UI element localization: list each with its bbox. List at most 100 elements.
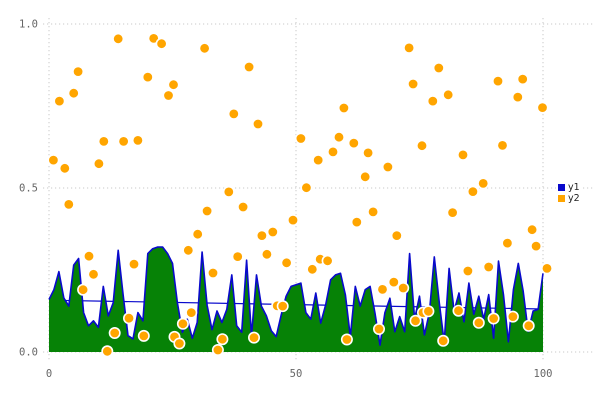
area-top-edge	[48, 246, 544, 346]
scatter-point	[201, 205, 214, 218]
scatter-point	[403, 41, 416, 54]
scatter-point	[466, 185, 479, 198]
scatter-point	[372, 322, 385, 335]
scatter-point	[131, 134, 144, 147]
scatter-point	[326, 145, 339, 158]
scatter-point	[123, 312, 136, 325]
scatter-point	[141, 71, 154, 84]
scatter-point	[426, 95, 439, 108]
scatter-point	[112, 32, 125, 45]
scatter-point	[362, 146, 375, 159]
scatter-point	[332, 131, 345, 144]
scatter-point	[442, 88, 455, 101]
scatter-point	[176, 317, 189, 330]
y-tick-label: 0.5	[19, 183, 38, 195]
scatter-point	[376, 283, 389, 296]
scatter-point	[337, 102, 350, 115]
x-tick-label: 50	[290, 368, 303, 380]
scatter-point	[397, 281, 410, 294]
scatter-point	[312, 154, 325, 167]
scatter-point	[222, 185, 235, 198]
scatter-point	[359, 170, 372, 183]
scatter-point	[446, 206, 459, 219]
x-tick-label: 100	[534, 368, 553, 380]
scatter-point	[237, 201, 250, 214]
scatter-point	[266, 226, 279, 239]
scatter-point	[47, 154, 60, 167]
scatter-point	[255, 229, 268, 242]
scatter-point	[340, 333, 353, 346]
scatter-point	[540, 262, 553, 275]
scatter-point	[530, 240, 543, 253]
scatter-point	[185, 306, 198, 319]
scatter-point	[286, 214, 299, 227]
scatter-point	[276, 300, 289, 313]
scatter-point	[415, 139, 428, 152]
scatter-point	[511, 91, 524, 104]
scatter-point	[432, 61, 445, 74]
scatter-point	[101, 345, 114, 358]
legend-item-y2: y2	[558, 193, 580, 204]
scatter-point	[108, 326, 121, 339]
scatter-point	[526, 223, 539, 236]
scatter-point	[231, 250, 244, 263]
scatter-point	[83, 250, 96, 263]
y-tick-label: 1.0	[19, 19, 38, 31]
scatter-point	[422, 305, 435, 318]
scatter-point	[77, 283, 90, 296]
scatter-point	[211, 343, 224, 356]
scatter-point	[516, 73, 529, 86]
scatter-point	[487, 312, 500, 325]
scatter-point	[496, 139, 509, 152]
scatter-point	[248, 331, 261, 344]
scatter-point	[155, 37, 168, 50]
scatter-point	[536, 101, 549, 114]
scatter-point	[294, 132, 307, 145]
scatter-point	[456, 148, 469, 161]
y2-scatter-series	[47, 32, 553, 358]
scatter-point	[260, 248, 273, 261]
scatter-point	[207, 266, 220, 279]
y-tick-label: 0.0	[19, 347, 38, 359]
scatter-point	[306, 263, 319, 276]
scatter-point	[227, 107, 240, 120]
scatter-point	[407, 78, 420, 91]
scatter-point	[216, 333, 229, 346]
legend-swatch-y2	[558, 195, 565, 202]
tick-labels: 0.0 0.5 1.0 0 50 100	[19, 19, 552, 381]
scatter-point	[461, 264, 474, 277]
scatter-point	[97, 135, 110, 148]
x-tick-label: 0	[46, 368, 52, 380]
scatter-point	[87, 268, 100, 281]
scatter-point	[67, 87, 80, 100]
legend: y1 y2	[556, 181, 582, 205]
area-fill	[49, 247, 543, 352]
scatter-point	[198, 42, 211, 55]
scatter-point	[501, 237, 514, 250]
scatter-point	[482, 260, 495, 273]
scatter-point	[367, 205, 380, 218]
scatter-point	[167, 78, 180, 91]
legend-item-y1: y1	[558, 182, 580, 193]
scatter-point	[117, 135, 130, 148]
scatter-point	[452, 304, 465, 317]
scatter-point	[522, 319, 535, 332]
legend-label-y2: y2	[568, 193, 580, 204]
scatter-point	[72, 65, 85, 78]
legend-label-y1: y1	[568, 182, 580, 193]
scatter-point	[243, 60, 256, 73]
scatter-point	[437, 334, 450, 347]
scatter-point	[387, 276, 400, 289]
y1-area-series	[48, 246, 544, 352]
scatter-point	[191, 228, 204, 241]
scatter-point	[173, 337, 186, 350]
scatter-point	[491, 75, 504, 88]
scatter-point	[53, 95, 66, 108]
scatter-point	[92, 157, 105, 170]
scatter-point	[381, 161, 394, 174]
scatter-point	[321, 254, 334, 267]
scatter-point	[182, 244, 195, 257]
scatter-point	[252, 118, 265, 131]
scatter-point	[300, 181, 313, 194]
